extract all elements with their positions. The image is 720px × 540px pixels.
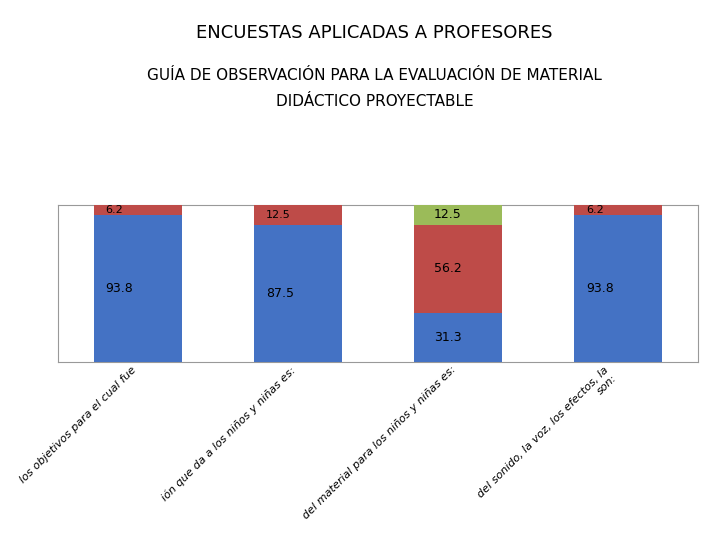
Bar	[254, 225, 342, 362]
Bar	[254, 205, 342, 225]
Text: 93.8: 93.8	[586, 282, 614, 295]
Text: DIDÁCTICO PROYECTABLE: DIDÁCTICO PROYECTABLE	[276, 94, 473, 110]
Text: 56.2: 56.2	[434, 262, 462, 275]
Bar	[414, 313, 502, 362]
Text: 12.5: 12.5	[434, 208, 462, 221]
Text: 6.2: 6.2	[586, 205, 604, 215]
Bar	[575, 215, 662, 362]
Text: ENCUESTAS APLICADAS A PROFESORES: ENCUESTAS APLICADAS A PROFESORES	[196, 24, 553, 42]
Bar	[575, 205, 662, 215]
Bar	[414, 225, 502, 313]
Text: 31.3: 31.3	[434, 331, 462, 344]
Bar	[94, 215, 181, 362]
Bar	[94, 205, 181, 215]
Text: 87.5: 87.5	[266, 287, 294, 300]
Text: 93.8: 93.8	[106, 282, 133, 295]
Text: GUÍA DE OBSERVACIÓN PARA LA EVALUACIÓN DE MATERIAL: GUÍA DE OBSERVACIÓN PARA LA EVALUACIÓN D…	[147, 68, 602, 83]
Text: 12.5: 12.5	[266, 210, 291, 220]
Text: 6.2: 6.2	[106, 205, 123, 215]
Bar	[414, 205, 502, 225]
